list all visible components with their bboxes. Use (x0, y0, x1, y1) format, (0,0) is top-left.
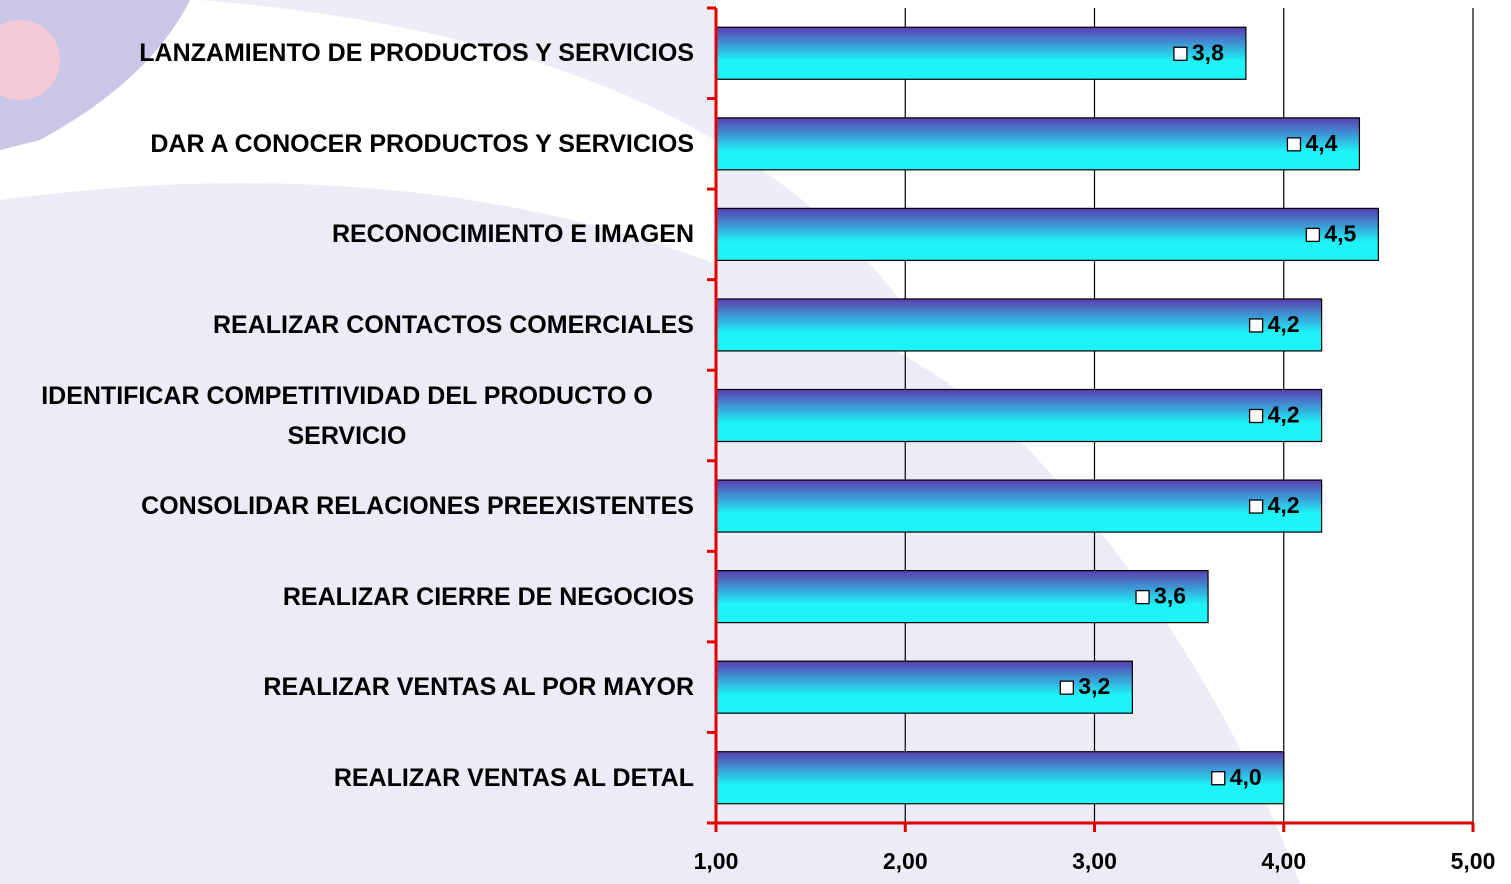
y-tick-label: REALIZAR CIERRE DE NEGOCIOS (282, 582, 694, 611)
label-key (1211, 771, 1226, 786)
category-label-row: RECONOCIMIENTO E IMAGEN (0, 189, 694, 279)
label-key (1305, 227, 1321, 243)
bar (715, 479, 1323, 533)
y-tick-label: REALIZAR VENTAS AL DETAL (333, 763, 694, 792)
y-tick-label: DAR A CONOCER PRODUCTOS Y SERVICIOS (150, 129, 694, 158)
label-key (1248, 318, 1264, 333)
value-label: 3,6 (1154, 583, 1186, 609)
x-tick-label: 5,00 (1451, 848, 1496, 874)
category-label-row: REALIZAR CONTACTOS COMERCIALES (0, 280, 694, 370)
y-tick-label: LANZAMIENTO DE PRODUCTOS Y SERVICIOS (139, 39, 694, 68)
category-label-row: CONSOLIDAR RELACIONES PREEXISTENTES (0, 461, 694, 551)
category-label-row: REALIZAR CIERRE DE NEGOCIOS (0, 552, 694, 642)
label-key (1135, 589, 1150, 605)
category-label-row: LANZAMIENTO DE PRODUCTOS Y SERVICIOS (0, 8, 694, 98)
label-key (1173, 46, 1188, 61)
label-key (1248, 408, 1264, 424)
bar (715, 298, 1323, 352)
value-label: 4,4 (1305, 130, 1337, 156)
label-key (1286, 137, 1302, 152)
value-label: 3,8 (1192, 39, 1224, 65)
value-label: 3,2 (1078, 673, 1110, 699)
y-tick-label: REALIZAR CONTACTOS COMERCIALES (212, 310, 694, 339)
bar (715, 117, 1361, 171)
value-label: 4,5 (1324, 220, 1356, 246)
value-label: 4,2 (1268, 492, 1300, 518)
y-tick-label: RECONOCIMIENTO E IMAGEN (331, 220, 694, 249)
y-tick-label: CONSOLIDAR RELACIONES PREEXISTENTES (141, 492, 694, 521)
category-label-row: REALIZAR VENTAS AL DETAL (0, 733, 694, 823)
label-key (1248, 499, 1264, 514)
x-tick-label: 1,00 (694, 848, 739, 874)
x-tick-label: 2,00 (883, 848, 928, 874)
bar (715, 26, 1247, 80)
bar (715, 207, 1379, 261)
x-tick-label: 4,00 (1261, 848, 1306, 874)
category-label-row: REALIZAR VENTAS AL POR MAYOR (0, 642, 694, 732)
category-label-row: IDENTIFICAR COMPETITIVIDAD DEL PRODUCTO … (0, 371, 694, 461)
bar (715, 570, 1209, 624)
bar (715, 751, 1285, 805)
value-label: 4,2 (1268, 402, 1300, 428)
value-label: 4,2 (1268, 311, 1300, 337)
y-tick-label: IDENTIFICAR COMPETITIVIDAD DEL PRODUCTO … (41, 381, 653, 450)
y-tick-label: REALIZAR VENTAS AL POR MAYOR (263, 673, 694, 702)
x-tick-label: 3,00 (1072, 848, 1117, 874)
value-label: 4,0 (1230, 764, 1262, 790)
bar (715, 388, 1323, 443)
label-key (1059, 680, 1074, 695)
category-label-row: DAR A CONOCER PRODUCTOS Y SERVICIOS (0, 99, 694, 189)
